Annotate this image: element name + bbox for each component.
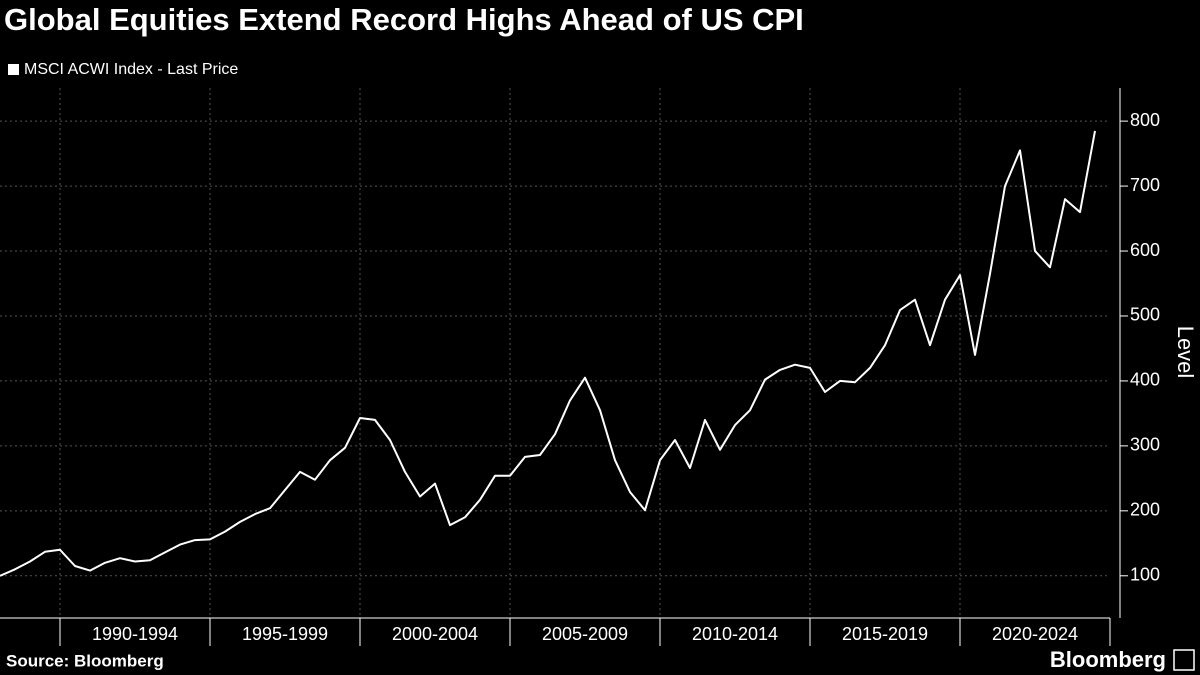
x-tick-label: 2020-2024 <box>992 624 1078 644</box>
y-tick-label: 200 <box>1130 500 1160 520</box>
y-tick-label: 100 <box>1130 565 1160 585</box>
y-tick-label: 700 <box>1130 175 1160 195</box>
source: Source: Bloomberg <box>6 651 164 670</box>
x-tick-label: 1995-1999 <box>242 624 328 644</box>
x-tick-label: 2005-2009 <box>542 624 628 644</box>
brand-icon <box>1173 649 1195 671</box>
brand-logo: Bloomberg <box>1050 647 1166 672</box>
y-axis-label: Level <box>1173 326 1198 379</box>
x-tick-label: 2010-2014 <box>692 624 778 644</box>
y-tick-label: 800 <box>1130 110 1160 130</box>
legend-swatch <box>8 64 19 75</box>
y-tick-label: 600 <box>1130 240 1160 260</box>
y-tick-label: 300 <box>1130 435 1160 455</box>
chart-title: Global Equities Extend Record Highs Ahea… <box>4 2 804 37</box>
y-tick-label: 500 <box>1130 305 1160 325</box>
x-tick-label: 1990-1994 <box>92 624 178 644</box>
x-tick-label: 2000-2004 <box>392 624 478 644</box>
y-tick-label: 400 <box>1130 370 1160 390</box>
series-line <box>0 130 1096 577</box>
legend-label: MSCI ACWI Index - Last Price <box>24 61 238 78</box>
x-tick-label: 2015-2019 <box>842 624 928 644</box>
